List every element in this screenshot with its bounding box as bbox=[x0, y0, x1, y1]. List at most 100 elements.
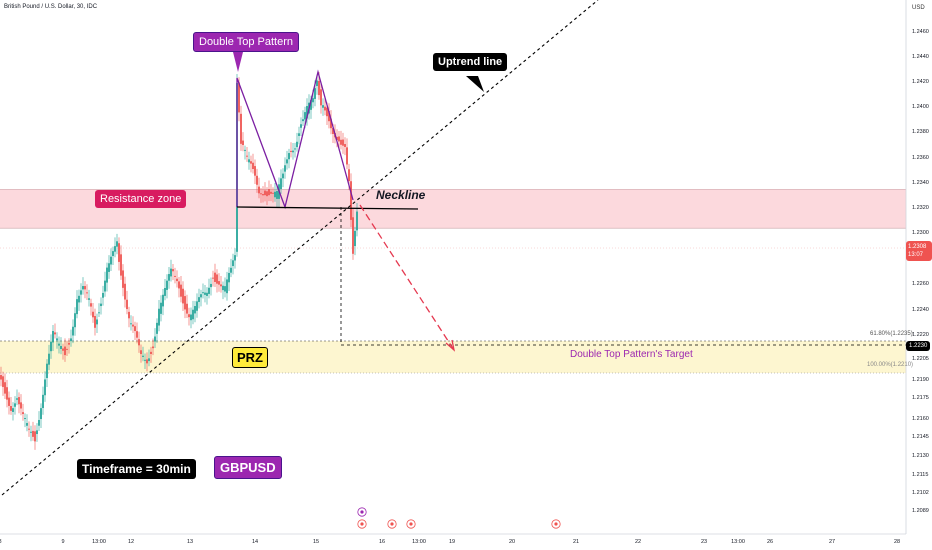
price-tick-label: 1.2089 bbox=[912, 508, 929, 514]
candle-body bbox=[162, 294, 164, 307]
candle-body bbox=[354, 230, 356, 247]
candle-body bbox=[242, 140, 244, 146]
candle-body bbox=[62, 348, 64, 351]
candle-body bbox=[24, 418, 26, 420]
time-tick-label: 22 bbox=[635, 539, 641, 545]
candle-body bbox=[222, 285, 224, 291]
price-tick-label: 1.2260 bbox=[912, 281, 929, 287]
lines-layer bbox=[1, 0, 906, 496]
candle-body bbox=[324, 106, 326, 111]
candle-body bbox=[286, 159, 288, 164]
candle-body bbox=[76, 299, 78, 315]
economic-event-dot bbox=[360, 522, 364, 526]
candle-body bbox=[298, 133, 300, 136]
candle-body bbox=[352, 217, 354, 254]
candle-body bbox=[170, 268, 172, 277]
candle-body bbox=[294, 148, 296, 150]
candle-body bbox=[192, 309, 194, 320]
candle-body bbox=[290, 150, 292, 152]
candle-body bbox=[130, 323, 132, 325]
time-axis[interactable]: 8 9 13:00 12 13 14 15 16 13:00 19 20 21 22 23 13:00 26 2… bbox=[0, 533, 906, 545]
candle-body bbox=[302, 119, 304, 122]
time-tick-label: 13 bbox=[187, 539, 193, 545]
time-tick-label: 14 bbox=[252, 539, 258, 545]
candle-body bbox=[262, 194, 264, 196]
candle-body bbox=[196, 301, 198, 311]
projection-arrowhead bbox=[445, 339, 456, 352]
candle-body bbox=[182, 288, 184, 304]
candle-body bbox=[58, 343, 60, 346]
double-top-pointer bbox=[233, 52, 243, 72]
candle-body bbox=[22, 412, 24, 415]
candle-body bbox=[282, 173, 284, 179]
price-tick-label: 1.2240 bbox=[912, 307, 929, 313]
time-tick-label: 16 bbox=[379, 539, 385, 545]
candle-body bbox=[342, 139, 344, 146]
candle-body bbox=[202, 292, 204, 294]
candle-body bbox=[216, 274, 218, 284]
candle-body bbox=[16, 398, 18, 400]
time-tick-label: 13:00 bbox=[412, 539, 426, 545]
time-tick-label: 12 bbox=[128, 539, 134, 545]
candle-body bbox=[168, 274, 170, 281]
uptrend-line bbox=[1, 0, 599, 496]
candle-body bbox=[54, 332, 56, 335]
candle-body bbox=[180, 284, 182, 297]
candle-body bbox=[8, 397, 10, 406]
candle-body bbox=[82, 286, 84, 290]
candle-body bbox=[204, 292, 206, 295]
last-price-value: 1.2308 bbox=[908, 244, 927, 250]
double-top-pattern-label: Double Top Pattern bbox=[193, 32, 299, 52]
candle-body bbox=[120, 254, 122, 276]
price-tick-label: 1.2160 bbox=[912, 416, 929, 422]
time-tick-label: 28 bbox=[894, 539, 900, 545]
timeframe-label: Timeframe = 30min bbox=[77, 459, 196, 479]
candle-body bbox=[240, 113, 242, 144]
candle-body bbox=[90, 303, 92, 307]
candle-body bbox=[122, 270, 124, 288]
price-tick-label: 1.2400 bbox=[912, 104, 929, 110]
candle-body bbox=[114, 246, 116, 252]
candle-body bbox=[174, 275, 176, 277]
candle-body bbox=[126, 299, 128, 310]
candle-body bbox=[322, 105, 324, 108]
candle-body bbox=[270, 191, 272, 194]
price-tick-label: 1.2440 bbox=[912, 54, 929, 60]
candle-body bbox=[88, 298, 90, 300]
candle-body bbox=[208, 287, 210, 294]
events-layer bbox=[357, 507, 561, 529]
candle-body bbox=[86, 292, 88, 294]
last-price-badge: 1.2308 13:07 bbox=[906, 241, 932, 261]
candle-body bbox=[346, 147, 348, 165]
neckline-line bbox=[236, 206, 419, 210]
candle-body bbox=[28, 428, 30, 430]
candle-body bbox=[264, 190, 266, 196]
candle-body bbox=[144, 359, 146, 361]
candle-body bbox=[116, 241, 118, 247]
candle-body bbox=[56, 338, 58, 341]
uptrend-pointer bbox=[466, 76, 484, 92]
candle-body bbox=[232, 260, 234, 267]
resistance-zone-label: Resistance zone bbox=[95, 190, 187, 208]
candle-body bbox=[0, 375, 2, 380]
candle-body bbox=[292, 150, 294, 153]
candle-body bbox=[252, 162, 254, 170]
time-tick-label: 15 bbox=[313, 539, 319, 545]
candle-body bbox=[18, 397, 20, 405]
candle-body bbox=[140, 350, 142, 355]
candle-body bbox=[100, 303, 102, 307]
economic-event-dot bbox=[390, 522, 394, 526]
candle-body bbox=[156, 322, 158, 334]
candle-body bbox=[96, 319, 98, 325]
candle-body bbox=[266, 191, 268, 197]
price-axis[interactable]: 1.2460 1.2440 1.2420 1.2400 1.2380 1.2360 1.23… bbox=[905, 0, 929, 534]
time-tick-label: 19 bbox=[449, 539, 455, 545]
time-tick-label: 23 bbox=[701, 539, 707, 545]
candle-body bbox=[66, 348, 68, 350]
price-tick-label: 1.2340 bbox=[912, 180, 929, 186]
target-price-badge: 1.2230 bbox=[906, 341, 931, 351]
candle-body bbox=[178, 281, 180, 289]
candle-body bbox=[50, 341, 52, 352]
candle-body bbox=[338, 136, 340, 142]
